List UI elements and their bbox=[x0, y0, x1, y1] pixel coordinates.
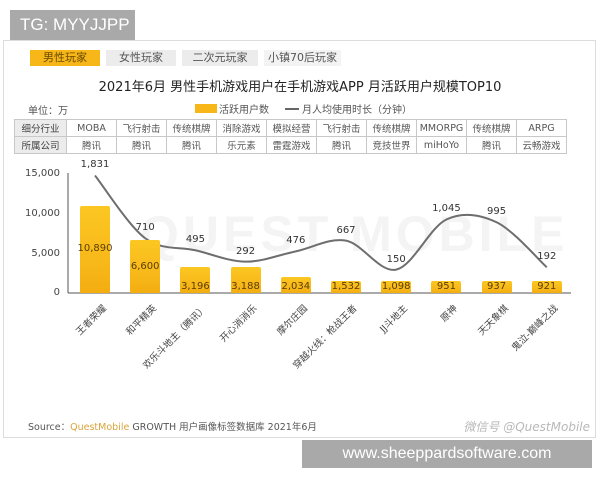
industry-cell: ARPG bbox=[516, 119, 567, 137]
line-value-label: 495 bbox=[185, 234, 205, 246]
industry-cell: 飞行射击 bbox=[316, 119, 367, 137]
bar bbox=[381, 281, 412, 293]
industry-row: 细分行业 MOBA 飞行射击 传统棋牌 消除游戏 模拟经营 飞行射击 传统棋牌 … bbox=[14, 119, 567, 137]
bar-value-label: 921 bbox=[537, 281, 557, 292]
industry-cell: 消除游戏 bbox=[216, 119, 267, 137]
source-note: Source：QuestMobile GROWTH 用户画像标签数据库 2021… bbox=[28, 419, 317, 433]
tab-town-70s-players[interactable]: 小镇70后玩家 bbox=[264, 50, 341, 66]
line-legend-label: 月人均使用时长（分钟） bbox=[302, 105, 412, 116]
company-cell: 腾讯 bbox=[66, 136, 117, 154]
chart-legend: 活跃用户数 月人均使用时长（分钟） bbox=[195, 101, 412, 116]
bar bbox=[331, 280, 361, 293]
bar bbox=[531, 281, 562, 293]
company-cell: miHoYo bbox=[416, 136, 467, 154]
industry-cell: 传统棋牌 bbox=[366, 119, 417, 137]
category-table: 细分行业 MOBA 飞行射击 传统棋牌 消除游戏 模拟经营 飞行射击 传统棋牌 … bbox=[14, 119, 567, 154]
bar bbox=[230, 267, 261, 293]
industry-cell: MOBA bbox=[66, 119, 117, 137]
source-prefix: Source： bbox=[28, 422, 71, 433]
tab-male-players[interactable]: 男性玩家 bbox=[30, 50, 100, 66]
chart-area: 15,000 10,000 5,000 0 10,890 1,831 王者荣耀 6,6… bbox=[0, 159, 600, 400]
industry-cell: 传统棋牌 bbox=[466, 119, 517, 137]
bar-value-label: 3,196 bbox=[181, 281, 210, 292]
bar-legend-label: 活跃用户数 bbox=[219, 105, 269, 116]
line-value-label: 192 bbox=[537, 251, 557, 263]
bar-value-label: 951 bbox=[436, 281, 456, 292]
y-tick: 15,000 bbox=[25, 168, 60, 179]
source-rest: GROWTH 用户画像标签数据库 2021年6月 bbox=[132, 422, 317, 433]
bar bbox=[130, 240, 161, 293]
industry-cell: 飞行射击 bbox=[116, 119, 167, 137]
bar-value-label: 3,188 bbox=[231, 281, 260, 292]
bar bbox=[80, 205, 110, 293]
line-value-label: 667 bbox=[336, 224, 356, 236]
usage-trend-line bbox=[94, 174, 548, 271]
audience-tabs: 男性玩家 女性玩家 二次元玩家 小镇70后玩家 bbox=[30, 50, 341, 66]
bar-value-label: 1,098 bbox=[381, 281, 411, 292]
source-brand: QuestMobile bbox=[70, 422, 130, 433]
line-legend-swatch bbox=[285, 107, 299, 110]
bar-value-label: 1,532 bbox=[331, 281, 361, 292]
bar bbox=[180, 267, 211, 293]
bar bbox=[481, 281, 512, 293]
line-value-label: 476 bbox=[286, 235, 306, 247]
line-value-label: 1,045 bbox=[432, 203, 461, 215]
company-row: 所属公司 腾讯 腾讯 腾讯 乐元素 雷霆游戏 腾讯 竞技世界 miHoYo 腾讯… bbox=[14, 136, 567, 154]
company-cell: 云畅游戏 bbox=[516, 136, 567, 154]
bar-value-label: 6,600 bbox=[130, 260, 160, 272]
y-tick: 5,000 bbox=[31, 248, 60, 259]
company-cell: 腾讯 bbox=[316, 136, 367, 154]
bar bbox=[280, 276, 311, 293]
industry-cell: 模拟经营 bbox=[266, 119, 317, 137]
bar-value-label: 2,034 bbox=[281, 281, 311, 292]
industry-header: 细分行业 bbox=[14, 119, 67, 137]
tg-badge: TG: MYYJJPP bbox=[10, 10, 135, 40]
bar-legend-swatch bbox=[195, 104, 217, 113]
line-value-label: 710 bbox=[135, 222, 155, 234]
y-tick: 10,000 bbox=[25, 208, 60, 219]
company-cell: 腾讯 bbox=[466, 136, 517, 154]
line-value-label: 150 bbox=[386, 253, 406, 265]
y-tick: 0 bbox=[53, 287, 60, 298]
site-badge: www.sheeppardsoftware.com bbox=[302, 440, 592, 468]
company-cell: 竞技世界 bbox=[366, 136, 417, 154]
bar-value-label: 937 bbox=[487, 281, 507, 292]
line-value-label: 292 bbox=[236, 245, 256, 257]
unit-label: 单位：万 bbox=[28, 106, 68, 117]
company-cell: 乐元素 bbox=[216, 136, 267, 154]
industry-cell: MMORPG bbox=[416, 119, 467, 137]
company-cell: 雷霆游戏 bbox=[266, 136, 317, 154]
chart-title: 2021年6月 男性手机游戏用户在手机游戏APP 月活跃用户规模TOP10 bbox=[98, 80, 502, 95]
company-header: 所属公司 bbox=[14, 136, 67, 154]
chart-svg bbox=[67, 173, 571, 294]
company-cell: 腾讯 bbox=[116, 136, 167, 154]
industry-cell: 传统棋牌 bbox=[166, 119, 217, 137]
line-value-label: 1,831 bbox=[80, 159, 110, 171]
line-value-label: 995 bbox=[487, 206, 507, 218]
company-cell: 腾讯 bbox=[166, 136, 217, 154]
wechat-credit: 微信号 @QuestMobile bbox=[463, 420, 590, 434]
tab-acg-players[interactable]: 二次元玩家 bbox=[182, 50, 258, 66]
bar bbox=[431, 281, 462, 293]
tab-female-players[interactable]: 女性玩家 bbox=[106, 50, 176, 66]
watermark-text: QUEST MOBILE bbox=[140, 206, 569, 262]
bar-value-label: 10,890 bbox=[77, 243, 113, 255]
